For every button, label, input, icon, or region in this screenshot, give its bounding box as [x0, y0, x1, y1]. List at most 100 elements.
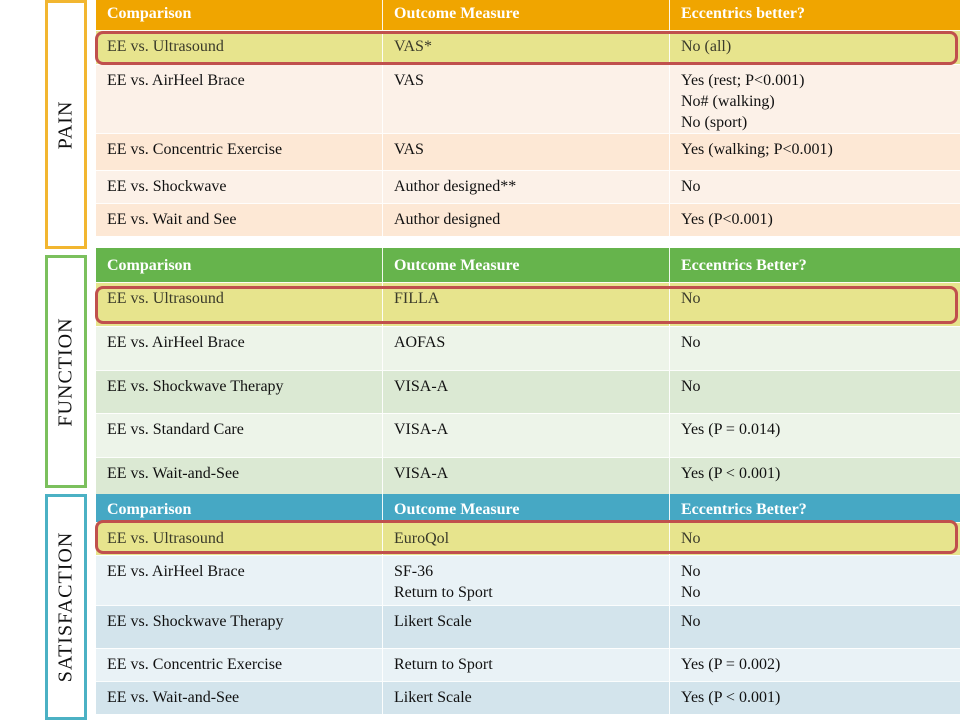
- eccentrics-better-cell: No: [669, 282, 960, 327]
- table-row: EE vs. Wait and See Author designed Yes (P…: [95, 203, 960, 237]
- outcome-measure-cell: VISA-A: [382, 370, 670, 414]
- outcome-measure-cell-line: FILLA: [394, 289, 440, 307]
- table-header-row: Comparison Outcome Measure Eccentrics bett…: [95, 0, 960, 31]
- comparison-cell: EE vs. Shockwave Therapy: [95, 370, 383, 414]
- eccentrics-better-cell-line: No# (walking): [681, 92, 775, 110]
- eccentrics-better-cell-line: No (all): [681, 37, 732, 55]
- outcome-measure-cell-line: SF-36: [394, 562, 434, 580]
- comparison-cell: EE vs. AirHeel Brace: [95, 64, 383, 134]
- comparison-cell: EE vs. Wait-and-See: [95, 457, 383, 501]
- column-header: Eccentrics better?: [669, 0, 960, 31]
- eccentrics-better-cell-line: No: [681, 562, 701, 580]
- eccentrics-better-cell: No: [669, 170, 960, 204]
- pain-table: Comparison Outcome Measure Eccentrics bett…: [95, 0, 960, 237]
- table-row: EE vs. AirHeel Brace SF-36 Return to Sport…: [95, 555, 960, 606]
- table-row: EE vs. Shockwave Author designed** No: [95, 170, 960, 204]
- eccentrics-better-cell: No: [669, 370, 960, 414]
- eccentrics-better-cell: No (all): [669, 30, 960, 65]
- outcome-measure-cell: VISA-A: [382, 457, 670, 501]
- outcome-measure-cell: FILLA: [382, 282, 670, 327]
- outcome-measure-cell: Likert Scale: [382, 681, 670, 715]
- eccentrics-better-cell-line: Yes (rest; P<0.001): [681, 71, 805, 89]
- eccentrics-better-cell-line: No: [681, 333, 701, 351]
- comparison-cell: EE vs. Wait-and-See: [95, 681, 383, 715]
- outcome-measure-cell-line: VISA-A: [394, 464, 449, 482]
- comparison-cell: EE vs. Ultrasound: [95, 30, 383, 65]
- eccentrics-better-cell-line: No: [681, 612, 701, 630]
- column-header: Eccentrics Better?: [669, 248, 960, 283]
- table-header-row: Comparison Outcome Measure Eccentrics Bett…: [95, 248, 960, 283]
- eccentrics-better-cell: No: [669, 522, 960, 556]
- outcome-measure-cell: Author designed**: [382, 170, 670, 204]
- comparison-cell: EE vs. Shockwave Therapy: [95, 605, 383, 649]
- table-row: EE vs. Wait-and-See Likert Scale Yes (P < …: [95, 681, 960, 715]
- comparison-cell: EE vs. Ultrasound: [95, 522, 383, 556]
- table-row: EE vs. Wait-and-See VISA-A Yes (P < 0.001): [95, 457, 960, 501]
- eccentrics-better-cell-line: No: [681, 377, 701, 395]
- column-header: Comparison: [95, 248, 383, 283]
- eccentrics-better-cell: No No: [669, 555, 960, 606]
- outcome-measure-cell-line: AOFAS: [394, 333, 446, 351]
- eccentrics-better-cell-line: Yes (P<0.001): [681, 210, 773, 228]
- eccentrics-better-cell: Yes (P < 0.001): [669, 457, 960, 501]
- eccentrics-better-cell-line: Yes (P < 0.001): [681, 464, 781, 482]
- comparison-cell: EE vs. Wait and See: [95, 203, 383, 237]
- outcome-measure-cell: VAS*: [382, 30, 670, 65]
- outcome-measure-cell-line: Author designed: [394, 210, 501, 228]
- function-table: Comparison Outcome Measure Eccentrics Bett…: [95, 248, 960, 501]
- table-row: EE vs. Concentric Exercise Return to Spor…: [95, 648, 960, 682]
- outcome-measure-cell-line: VAS: [394, 140, 424, 158]
- eccentrics-better-cell: Yes (P = 0.002): [669, 648, 960, 682]
- outcome-measure-cell-line: Likert Scale: [394, 688, 472, 706]
- outcome-measure-cell: VISA-A: [382, 413, 670, 458]
- outcome-measure-cell-line: VAS*: [394, 37, 432, 55]
- eccentrics-better-cell: Yes (P<0.001): [669, 203, 960, 237]
- outcome-measure-cell: EuroQol: [382, 522, 670, 556]
- eccentrics-better-cell-line: No (sport): [681, 113, 748, 131]
- eccentrics-better-cell-line: No: [681, 177, 701, 195]
- table-row: EE vs. AirHeel Brace VAS Yes (rest; P<0.00…: [95, 64, 960, 134]
- table-header-row: Comparison Outcome Measure Eccentrics Bett…: [95, 494, 960, 523]
- eccentrics-better-cell: Yes (rest; P<0.001) No# (walking) No (spor…: [669, 64, 960, 134]
- outcome-measure-cell-line: Return to Sport: [394, 583, 493, 601]
- outcome-measure-cell-line: VAS: [394, 71, 424, 89]
- outcome-measure-cell: Likert Scale: [382, 605, 670, 649]
- outcome-measure-cell-line: Likert Scale: [394, 612, 472, 630]
- comparison-cell: EE vs. Concentric Exercise: [95, 648, 383, 682]
- eccentrics-better-cell-line: Yes (P < 0.001): [681, 688, 781, 706]
- column-header: Outcome Measure: [382, 0, 670, 31]
- comparison-cell: EE vs. AirHeel Brace: [95, 555, 383, 606]
- eccentrics-better-cell-line: No: [681, 583, 701, 601]
- outcome-measure-cell: VAS: [382, 133, 670, 171]
- eccentrics-better-cell: Yes (P = 0.014): [669, 413, 960, 458]
- eccentrics-better-cell: No: [669, 326, 960, 371]
- table-row: EE vs. Shockwave Therapy VISA-A No: [95, 370, 960, 414]
- outcome-measure-cell-line: EuroQol: [394, 529, 450, 547]
- table-row: EE vs. Ultrasound VAS* No (all): [95, 30, 960, 65]
- outcome-measure-cell: AOFAS: [382, 326, 670, 371]
- function-section-label: FUNCTION: [45, 255, 87, 488]
- column-header: Outcome Measure: [382, 248, 670, 283]
- eccentrics-better-cell-line: Yes (walking; P<0.001): [681, 140, 833, 158]
- table-row: EE vs. Ultrasound EuroQol No: [95, 522, 960, 556]
- table-row: EE vs. Ultrasound FILLA No: [95, 282, 960, 327]
- outcome-measure-cell: SF-36 Return to Sport: [382, 555, 670, 606]
- column-header: Comparison: [95, 494, 383, 523]
- eccentrics-better-cell: Yes (walking; P<0.001): [669, 133, 960, 171]
- eccentrics-better-cell: No: [669, 605, 960, 649]
- column-header: Outcome Measure: [382, 494, 670, 523]
- comparison-cell: EE vs. Standard Care: [95, 413, 383, 458]
- comparison-cell: EE vs. Shockwave: [95, 170, 383, 204]
- table-row: EE vs. Standard Care VISA-A Yes (P = 0.014…: [95, 413, 960, 458]
- eccentrics-better-cell: Yes (P < 0.001): [669, 681, 960, 715]
- column-header: Eccentrics Better?: [669, 494, 960, 523]
- outcome-measure-cell-line: VISA-A: [394, 377, 449, 395]
- eccentrics-better-cell-line: No: [681, 289, 701, 307]
- eccentrics-better-cell-line: Yes (P = 0.014): [681, 420, 781, 438]
- outcome-measure-cell: Return to Sport: [382, 648, 670, 682]
- comparison-cell: EE vs. Ultrasound: [95, 282, 383, 327]
- table-row: EE vs. AirHeel Brace AOFAS No: [95, 326, 960, 371]
- satisfaction-section-label: SATISFACTION: [45, 494, 87, 720]
- table-row: EE vs. Concentric Exercise VAS Yes (walkin…: [95, 133, 960, 171]
- outcome-measure-cell-line: Return to Sport: [394, 655, 493, 673]
